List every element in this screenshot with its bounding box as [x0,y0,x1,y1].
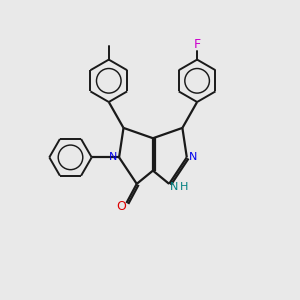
Text: O: O [116,200,126,213]
Text: N: N [170,182,178,192]
Text: N: N [108,152,117,162]
Text: N: N [189,152,197,162]
Text: H: H [180,182,188,192]
Text: F: F [194,38,201,51]
